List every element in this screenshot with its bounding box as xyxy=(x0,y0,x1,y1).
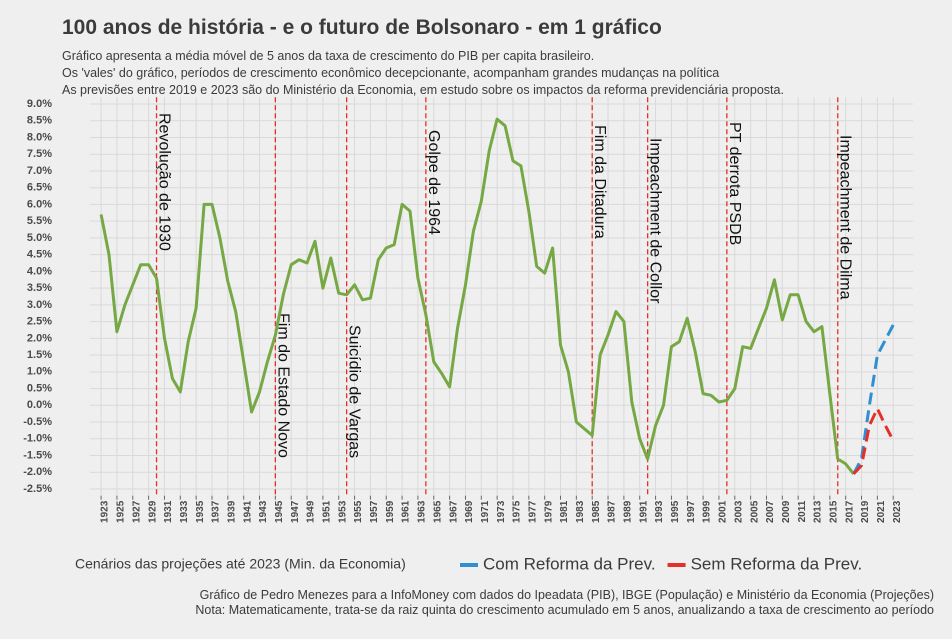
caption: Nota: Matematicamente, trata-se da raiz … xyxy=(195,603,934,617)
x-tick-label: 2023 xyxy=(892,500,903,523)
chart-title: 100 anos de história - e o futuro de Bol… xyxy=(62,16,662,39)
event-label: Fim do Estado Novo xyxy=(274,313,291,458)
event-label: Fim da Ditadura xyxy=(591,125,608,239)
subtitle: As previsões entre 2019 e 2023 são do Mi… xyxy=(62,83,784,97)
y-tick-label: 1.5% xyxy=(27,349,52,361)
x-tick-label: 1937 xyxy=(211,500,222,523)
caption: Gráfico de Pedro Menezes para a InfoMone… xyxy=(200,588,934,602)
x-tick-label: 1951 xyxy=(322,500,333,523)
x-tick-label: 1923 xyxy=(100,500,111,523)
x-tick-label: 1967 xyxy=(448,500,459,523)
y-tick-label: 3.0% xyxy=(27,299,52,311)
y-tick-label: 8.5% xyxy=(27,115,52,127)
legend-label: Com Reforma da Prev. xyxy=(483,554,656,573)
y-tick-label: 2.0% xyxy=(27,332,52,344)
y-tick-label: 4.0% xyxy=(27,265,52,277)
y-tick-label: 1.0% xyxy=(27,366,52,378)
y-tick-label: 0.5% xyxy=(27,382,52,394)
y-tick-label: 5.5% xyxy=(27,215,52,227)
y-tick-label: 7.5% xyxy=(27,148,52,160)
series-line xyxy=(852,324,895,475)
subtitle: Os 'vales' do gráfico, períodos de cresc… xyxy=(62,66,719,80)
legend-title: Cenários das projeções até 2023 (Min. da… xyxy=(75,556,406,572)
y-tick-label: 6.5% xyxy=(27,182,52,194)
x-tick-label: 1949 xyxy=(306,500,317,523)
x-tick-label: 1961 xyxy=(401,500,412,523)
y-tick-label: -1.5% xyxy=(23,449,52,461)
x-tick-label: 1947 xyxy=(290,500,301,523)
x-tick-label: 1959 xyxy=(385,500,396,523)
x-tick-label: 1997 xyxy=(686,500,697,523)
x-tick-label: 1971 xyxy=(480,500,491,523)
x-tick-label: 1939 xyxy=(226,500,237,523)
x-tick-label: 2015 xyxy=(828,500,839,523)
x-tick-label: 1955 xyxy=(353,500,364,523)
x-tick-label: 1943 xyxy=(258,500,269,523)
x-tick-label: 1957 xyxy=(369,500,380,523)
x-tick-label: 2013 xyxy=(813,500,824,523)
x-tick-label: 1995 xyxy=(670,500,681,523)
y-tick-label: 3.5% xyxy=(27,282,52,294)
series-line xyxy=(852,407,895,475)
x-tick-label: 1979 xyxy=(543,500,554,523)
x-tick-label: 2001 xyxy=(718,500,729,523)
y-tick-label: 8.0% xyxy=(27,131,52,143)
x-tick-label: 1981 xyxy=(559,500,570,523)
y-tick-label: 6.0% xyxy=(27,198,52,210)
x-tick-label: 1945 xyxy=(274,500,285,523)
event-label: Revolução de 1930 xyxy=(156,113,173,251)
y-tick-label: 4.5% xyxy=(27,249,52,261)
x-tick-label: 1975 xyxy=(512,500,523,523)
legend-label: Sem Reforma da Prev. xyxy=(691,554,863,573)
x-tick-label: 1925 xyxy=(116,500,127,523)
x-tick-label: 1977 xyxy=(527,500,538,523)
y-tick-label: -1.0% xyxy=(23,433,52,445)
x-tick-label: 1965 xyxy=(432,500,443,523)
y-tick-label: 0.0% xyxy=(27,399,52,411)
x-tick-label: 1993 xyxy=(654,500,665,523)
x-tick-label: 1927 xyxy=(131,500,142,523)
x-tick-label: 2003 xyxy=(733,500,744,523)
x-tick-label: 2007 xyxy=(765,500,776,523)
x-tick-label: 1999 xyxy=(702,500,713,523)
x-tick-label: 1933 xyxy=(179,500,190,523)
subtitle: Gráfico apresenta a média móvel de 5 ano… xyxy=(62,49,594,63)
x-tick-label: 2017 xyxy=(844,500,855,523)
event-label: Suicídio de Vargas xyxy=(346,325,363,458)
y-tick-label: -0.5% xyxy=(23,416,52,428)
x-tick-label: 1931 xyxy=(163,500,174,523)
x-tick-label: 2009 xyxy=(781,500,792,523)
x-tick-label: 1985 xyxy=(591,500,602,523)
series-line xyxy=(99,117,855,475)
event-label: Impeachment de Dilma xyxy=(837,135,854,300)
x-tick-label: 1989 xyxy=(623,500,634,523)
x-tick-label: 1929 xyxy=(147,500,158,523)
y-tick-label: -2.5% xyxy=(23,483,52,495)
y-tick-label: 7.0% xyxy=(27,165,52,177)
x-tick-label: 2021 xyxy=(876,500,887,523)
x-tick-label: 1935 xyxy=(195,500,206,523)
x-tick-label: 1963 xyxy=(417,500,428,523)
x-tick-label: 2011 xyxy=(797,500,808,522)
x-tick-label: 1953 xyxy=(337,500,348,523)
x-tick-label: 1983 xyxy=(575,500,586,523)
y-tick-label: 2.5% xyxy=(27,316,52,328)
x-tick-label: 1987 xyxy=(607,500,618,523)
event-label: PT derrota PSDB xyxy=(726,122,743,245)
x-tick-label: 1969 xyxy=(464,500,475,523)
y-tick-label: -2.0% xyxy=(23,466,52,478)
x-tick-label: 1991 xyxy=(638,500,649,523)
y-tick-label: 5.0% xyxy=(27,232,52,244)
y-tick-label: 9.0% xyxy=(27,98,52,110)
x-tick-label: 2005 xyxy=(749,500,760,523)
x-tick-label: 1973 xyxy=(496,500,507,523)
event-label: Golpe de 1964 xyxy=(425,130,442,235)
x-tick-label: 2019 xyxy=(860,500,871,523)
x-tick-label: 1941 xyxy=(242,500,253,523)
event-label: Impeachment de Collor xyxy=(647,138,664,304)
